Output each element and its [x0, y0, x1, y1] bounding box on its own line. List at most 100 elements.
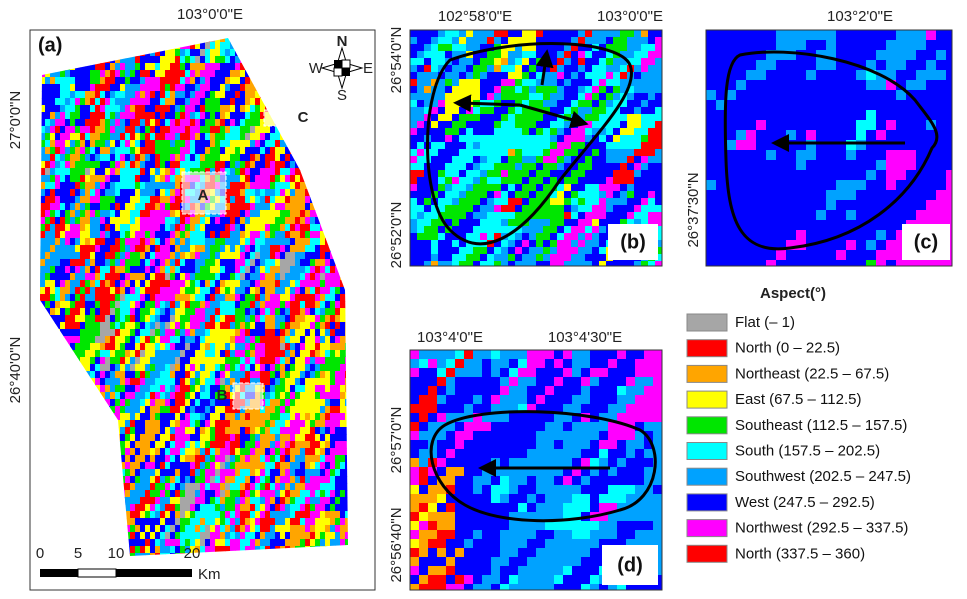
raster-cell	[90, 294, 96, 302]
raster-cell	[145, 455, 151, 463]
raster-cell	[185, 385, 191, 393]
raster-cell	[80, 336, 86, 344]
raster-cell	[185, 224, 191, 232]
raster-cell	[135, 420, 141, 428]
raster-cell	[280, 539, 286, 547]
raster-cell	[335, 427, 341, 435]
raster-cell	[230, 63, 236, 71]
raster-cell	[125, 189, 131, 197]
raster-cell	[627, 51, 635, 59]
raster-cell	[210, 455, 216, 463]
raster-cell	[100, 308, 106, 316]
raster-cell	[320, 392, 326, 400]
raster-cell	[230, 154, 236, 162]
raster-cell	[80, 70, 86, 78]
raster-cell	[295, 476, 301, 484]
raster-cell	[320, 308, 326, 316]
raster-cell	[325, 518, 331, 526]
raster-cell	[550, 37, 558, 45]
raster-cell	[250, 539, 256, 547]
raster-cell	[335, 469, 341, 477]
raster-cell	[210, 483, 216, 491]
raster-cell	[240, 231, 246, 239]
raster-cell	[230, 77, 236, 85]
raster-cell	[290, 273, 296, 281]
raster-cell	[330, 497, 336, 505]
raster-cell	[515, 72, 523, 80]
raster-cell	[45, 98, 51, 106]
raster-cell	[571, 30, 579, 38]
raster-cell	[190, 525, 196, 533]
raster-cell	[285, 385, 291, 393]
raster-cell	[160, 525, 166, 533]
raster-cell	[255, 189, 261, 197]
raster-cell	[225, 168, 231, 176]
raster-cell	[340, 532, 346, 540]
raster-cell	[55, 245, 61, 253]
raster-cell	[165, 56, 171, 64]
raster-cell	[90, 175, 96, 183]
raster-cell	[130, 259, 136, 267]
raster-cell	[220, 161, 226, 169]
raster-cell	[270, 294, 276, 302]
raster-cell	[200, 245, 206, 253]
raster-cell	[55, 224, 61, 232]
raster-cell	[250, 224, 256, 232]
raster-cell	[225, 154, 231, 162]
raster-cell	[160, 210, 166, 218]
raster-cell	[210, 476, 216, 484]
raster-cell	[280, 336, 286, 344]
raster-cell	[170, 364, 176, 372]
raster-cell	[225, 329, 231, 337]
raster-cell	[250, 84, 256, 92]
raster-cell	[280, 287, 286, 295]
raster-cell	[275, 504, 281, 512]
raster-cell	[417, 51, 425, 59]
raster-cell	[125, 77, 131, 85]
raster-cell	[100, 63, 106, 71]
raster-cell	[290, 182, 296, 190]
raster-cell	[300, 189, 306, 197]
raster-cell	[270, 287, 276, 295]
raster-cell	[295, 301, 301, 309]
raster-cell	[90, 70, 96, 78]
raster-cell	[270, 182, 276, 190]
raster-cell	[165, 245, 171, 253]
raster-cell	[240, 252, 246, 260]
raster-cell	[557, 30, 565, 38]
raster-cell	[295, 525, 301, 533]
raster-cell	[165, 364, 171, 372]
raster-cell	[290, 259, 296, 267]
raster-cell	[245, 266, 251, 274]
raster-cell	[125, 392, 131, 400]
raster-cell	[215, 98, 221, 106]
raster-cell	[290, 476, 296, 484]
raster-cell	[120, 350, 126, 358]
raster-cell	[320, 476, 326, 484]
raster-cell	[215, 455, 221, 463]
raster-cell	[260, 287, 266, 295]
raster-cell	[50, 70, 56, 78]
raster-cell	[210, 371, 216, 379]
raster-cell	[65, 70, 71, 78]
raster-cell	[315, 217, 321, 225]
raster-cell	[120, 308, 126, 316]
raster-cell	[310, 392, 316, 400]
raster-cell	[270, 434, 276, 442]
raster-cell	[150, 518, 156, 526]
raster-cell	[190, 91, 196, 99]
raster-cell	[305, 238, 311, 246]
raster-cell	[240, 238, 246, 246]
raster-cell	[315, 490, 321, 498]
raster-cell	[135, 98, 141, 106]
raster-cell	[90, 329, 96, 337]
raster-cell	[265, 308, 271, 316]
raster-cell	[275, 525, 281, 533]
raster-cell	[140, 525, 146, 533]
raster-cell	[235, 322, 241, 330]
raster-cell	[606, 51, 614, 59]
raster-cell	[65, 315, 71, 323]
raster-cell	[220, 455, 226, 463]
raster-cell	[285, 259, 291, 267]
raster-cell	[290, 497, 296, 505]
